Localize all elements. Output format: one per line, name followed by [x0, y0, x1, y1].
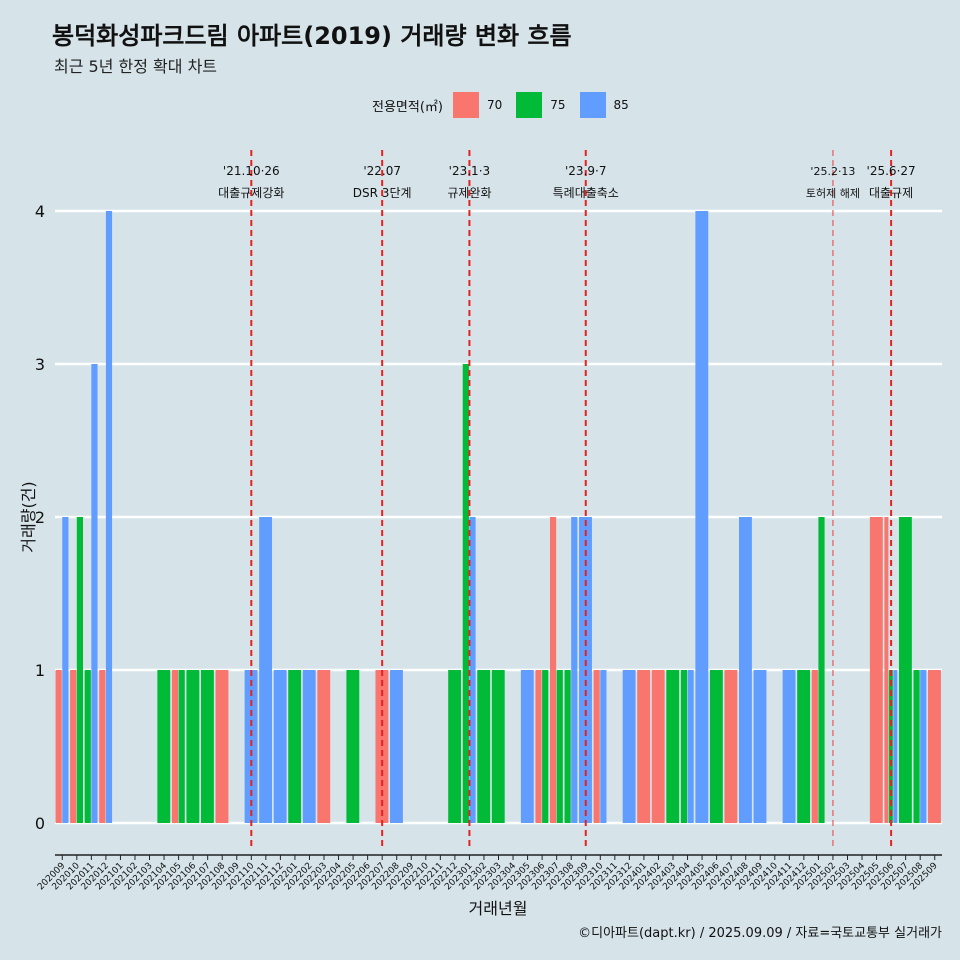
bar-70-202401 [637, 670, 651, 823]
bar-75-202011 [84, 670, 91, 823]
legend-label-85: 85 [613, 98, 629, 112]
bar-75-202306 [542, 670, 549, 823]
bar-70-202108 [215, 670, 229, 823]
bar-85-202208 [390, 670, 403, 823]
y-tick-label: 2 [35, 508, 45, 527]
bar-70-202012 [99, 670, 106, 823]
bar-70-202009 [55, 670, 62, 823]
bar-70-202307 [549, 517, 557, 823]
bar-75-202308 [564, 670, 571, 823]
bar-70-202407 [724, 670, 738, 823]
bar-75-202104 [157, 670, 171, 823]
bar-75-202412 [797, 670, 811, 823]
bar-85-202308 [571, 517, 578, 823]
bar-75-202301 [462, 364, 469, 823]
bar-70-202010 [70, 670, 77, 823]
bar-85-202009 [62, 517, 69, 823]
bar-85-202409 [753, 670, 767, 823]
bar-75-202307 [556, 670, 563, 823]
y-axis-title: 거래량(건) [19, 481, 38, 552]
caption: ©디아파트(dapt.kr) / 2025.09.09 / 자료=국토교통부 실… [578, 926, 942, 941]
bar-85-202110 [244, 670, 258, 823]
bar-70-202207 [375, 670, 389, 823]
policy-annotations: '21.10·26 대출규제강화 '22.07 DSR 3단계 '23.1·3 규제완화 '… [218, 164, 915, 200]
bar-85-202408 [739, 517, 752, 823]
bar-85-202405 [695, 211, 709, 823]
legend: 전용면적(㎡) 70 75 85 [372, 92, 643, 118]
legend-swatch-70 [452, 92, 479, 118]
bar-70-202306 [535, 670, 542, 823]
y-tick-label: 4 [35, 202, 45, 221]
bar-75-202403 [666, 670, 680, 823]
y-tick-label: 0 [35, 814, 45, 833]
bar-70-202501 [811, 670, 818, 823]
bar-85-202310 [600, 670, 607, 823]
bar-75-202303 [491, 670, 505, 823]
bar-75-202105 [178, 670, 185, 823]
annotation-date: '22.07 [363, 164, 401, 178]
annotation-label: 대출규제강화 [218, 186, 284, 200]
bar-85-202301 [469, 517, 476, 823]
chart-title: 봉덕화성파크드림 아파트(2019) 거래량 변화 흐름 [52, 22, 572, 50]
legend-swatch-75 [516, 92, 543, 118]
x-axis: 2020092020102020112020122021012021022021… [36, 854, 942, 892]
bar-75-202508 [913, 670, 920, 823]
bar-70-202509 [928, 670, 941, 823]
bar-70-202203 [317, 670, 331, 823]
y-tick-label: 3 [35, 355, 45, 374]
bar-75-202201 [288, 670, 302, 823]
bars [55, 211, 941, 823]
bar-75-202107 [200, 670, 214, 823]
y-axis: 0 1 2 3 4 [35, 202, 45, 833]
bar-85-202411 [782, 670, 796, 823]
bar-85-202112 [273, 670, 287, 823]
bar-75-202404 [680, 670, 688, 823]
annotation-date: '21.10·26 [223, 164, 280, 178]
bar-85-202404 [687, 670, 694, 823]
bar-85-202305 [520, 670, 534, 823]
annotation-label: 특례대출축소 [553, 186, 619, 200]
bar-85-202011 [91, 364, 98, 823]
bar-70-202505 [869, 517, 883, 823]
annotation-date: '25.2·13 [810, 165, 855, 178]
annotation-label: 규제완화 [447, 186, 491, 200]
bar-85-202312 [622, 670, 636, 823]
bar-70-202310 [593, 670, 600, 823]
bar-75-202212 [448, 670, 462, 823]
bar-75-202501 [818, 517, 825, 823]
bar-70-202402 [651, 670, 665, 823]
chart-subtitle: 최근 5년 한정 확대 차트 [54, 57, 218, 76]
annotation-date: '23.9·7 [565, 164, 606, 178]
annotation-date: '25.6·27 [867, 164, 916, 178]
policy-lines [250, 150, 893, 850]
bar-75-202506 [888, 670, 893, 823]
bar-70-202506 [884, 517, 889, 823]
bar-85-202202 [302, 670, 316, 823]
legend-label-75: 75 [550, 98, 566, 112]
bar-70-202105 [171, 670, 179, 823]
legend-swatch-85 [579, 92, 606, 118]
annotation-label: DSR 3단계 [353, 186, 412, 200]
y-tick-label: 1 [35, 661, 45, 680]
annotation-date: '23.1·3 [449, 164, 490, 178]
bar-75-202010 [76, 517, 84, 823]
bar-85-202506 [893, 670, 898, 823]
bar-75-202106 [186, 670, 200, 823]
x-axis-title: 거래년월 [469, 899, 528, 918]
bar-85-202012 [105, 211, 113, 823]
bar-85-202508 [920, 670, 927, 823]
bar-85-202111 [259, 517, 273, 823]
legend-label-70: 70 [486, 98, 503, 112]
bar-75-202205 [346, 670, 360, 823]
legend-title: 전용면적(㎡) [372, 99, 443, 115]
bar-75-202406 [709, 670, 723, 823]
bar-75-202302 [477, 670, 491, 823]
annotation-label: 토허제 해제 [806, 186, 860, 200]
annotation-label: 대출규제 [869, 186, 913, 200]
bar-75-202507 [898, 517, 912, 823]
